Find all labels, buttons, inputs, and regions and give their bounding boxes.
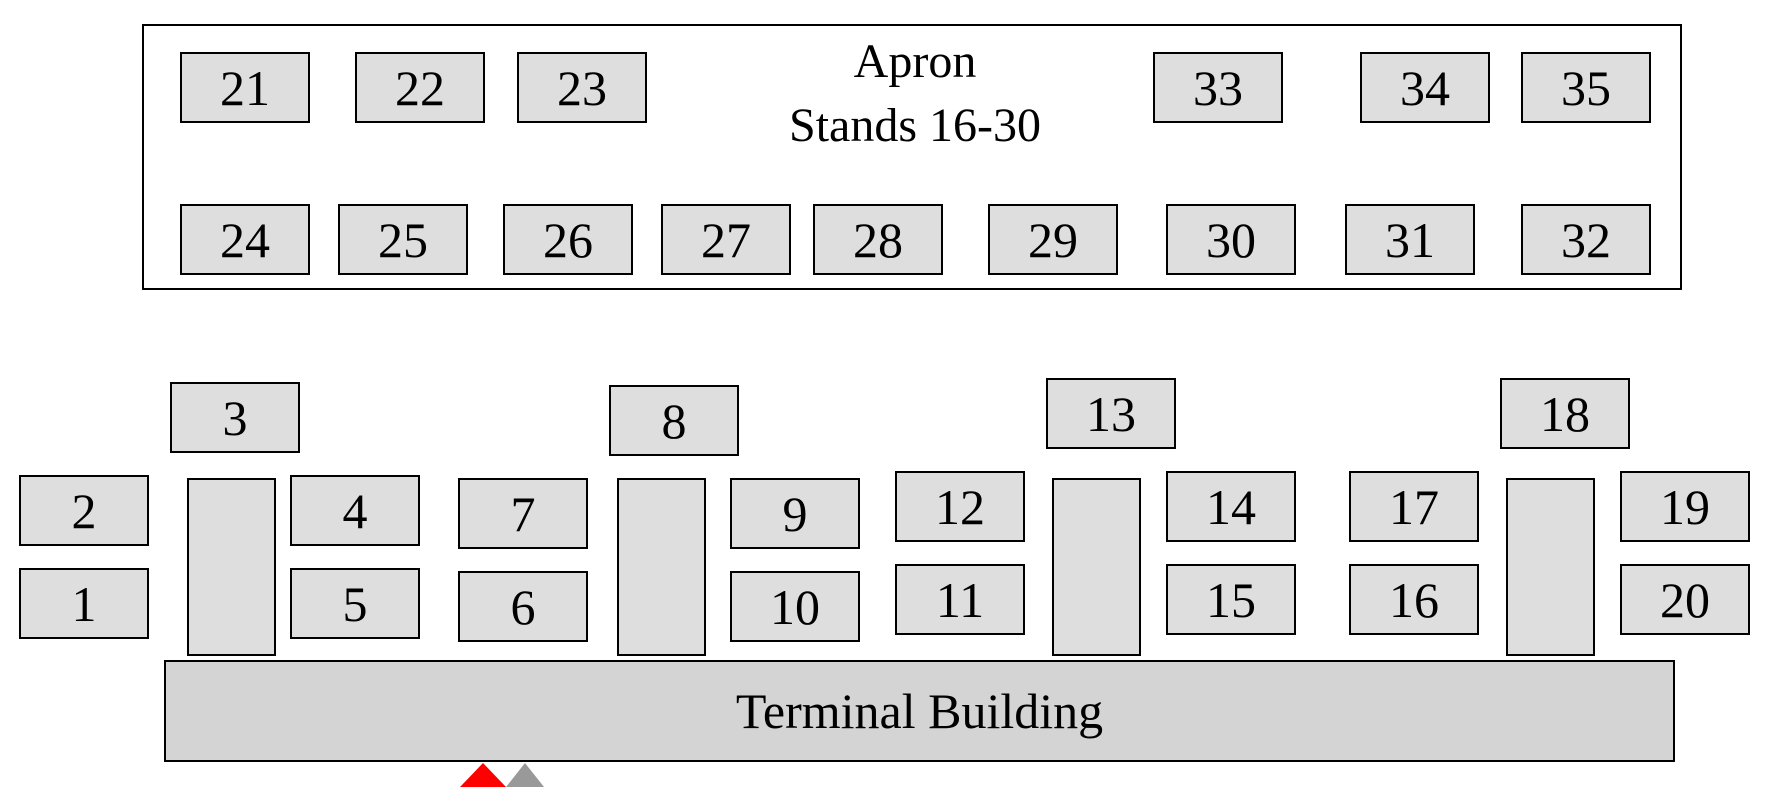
stand-5[interactable]: 5 [290, 568, 420, 639]
stand-12[interactable]: 12 [895, 471, 1025, 542]
stand-9[interactable]: 9 [730, 478, 860, 549]
stand-28[interactable]: 28 [813, 204, 943, 275]
stand-8[interactable]: 8 [609, 385, 739, 456]
stand-16[interactable]: 16 [1349, 564, 1479, 635]
apron-title: Apron [853, 35, 977, 88]
stand-7[interactable]: 7 [458, 478, 588, 549]
stand-18[interactable]: 18 [1500, 378, 1630, 449]
stand-6[interactable]: 6 [458, 571, 588, 642]
red-triangle-marker-icon [460, 763, 506, 787]
apron-label: Apron Stands 16-30 [760, 30, 1070, 158]
stand-27[interactable]: 27 [661, 204, 791, 275]
stand-32[interactable]: 32 [1521, 204, 1651, 275]
stand-17[interactable]: 17 [1349, 471, 1479, 542]
stand-2[interactable]: 2 [19, 475, 149, 546]
stand-33[interactable]: 33 [1153, 52, 1283, 123]
stand-20[interactable]: 20 [1620, 564, 1750, 635]
stand-15[interactable]: 15 [1166, 564, 1296, 635]
stand-29[interactable]: 29 [988, 204, 1118, 275]
stand-35[interactable]: 35 [1521, 52, 1651, 123]
gray-triangle-marker-icon [506, 763, 544, 787]
pier-4 [1506, 478, 1595, 656]
stand-1[interactable]: 1 [19, 568, 149, 639]
terminal-building: Terminal Building [164, 660, 1675, 762]
stand-25[interactable]: 25 [338, 204, 468, 275]
stand-3[interactable]: 3 [170, 382, 300, 453]
stand-22[interactable]: 22 [355, 52, 485, 123]
pier-3 [1052, 478, 1141, 656]
stand-31[interactable]: 31 [1345, 204, 1475, 275]
pier-2 [617, 478, 706, 656]
stand-14[interactable]: 14 [1166, 471, 1296, 542]
stand-11[interactable]: 11 [895, 564, 1025, 635]
stand-34[interactable]: 34 [1360, 52, 1490, 123]
stand-4[interactable]: 4 [290, 475, 420, 546]
stand-19[interactable]: 19 [1620, 471, 1750, 542]
stand-26[interactable]: 26 [503, 204, 633, 275]
stand-30[interactable]: 30 [1166, 204, 1296, 275]
apron-subtitle: Stands 16-30 [789, 99, 1041, 152]
stand-24[interactable]: 24 [180, 204, 310, 275]
stand-10[interactable]: 10 [730, 571, 860, 642]
stand-23[interactable]: 23 [517, 52, 647, 123]
stand-13[interactable]: 13 [1046, 378, 1176, 449]
stand-21[interactable]: 21 [180, 52, 310, 123]
pier-1 [187, 478, 276, 656]
